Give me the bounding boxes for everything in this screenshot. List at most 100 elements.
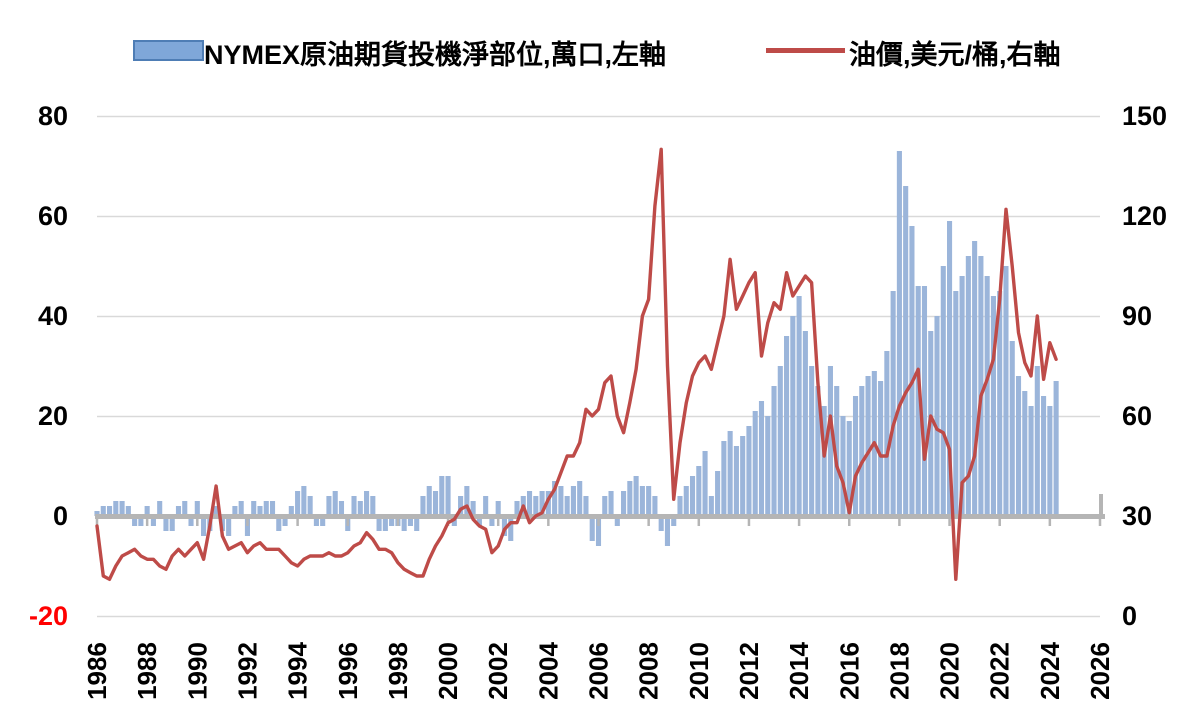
bar [276, 516, 282, 531]
legend-bar-swatch [133, 40, 204, 61]
bar [389, 516, 395, 526]
bar [583, 496, 589, 516]
bar [1022, 391, 1028, 516]
bar [765, 416, 771, 516]
bar [182, 501, 188, 516]
bar [282, 516, 288, 526]
bar [890, 291, 896, 516]
bar [852, 396, 859, 516]
bar [633, 476, 639, 516]
bar [382, 516, 388, 531]
bar [884, 351, 890, 516]
x-axis-year-label: 2008 [634, 642, 664, 700]
bar [533, 496, 539, 516]
bar [201, 516, 207, 536]
bar [439, 476, 445, 516]
bar [602, 496, 608, 516]
bar [313, 516, 319, 526]
bar [959, 276, 965, 516]
bar [263, 501, 269, 516]
bar [514, 501, 520, 516]
bar [138, 516, 144, 526]
bar [614, 516, 620, 526]
bar [94, 511, 100, 516]
bar [545, 491, 551, 516]
x-axis-year-label: 2018 [884, 642, 914, 700]
left-axis-tick-label: -20 [29, 601, 68, 631]
bar [671, 516, 677, 526]
bar [809, 366, 815, 516]
x-axis-year-label: 2004 [533, 642, 563, 700]
bar [407, 516, 413, 526]
bar [1047, 406, 1053, 516]
bar [564, 496, 570, 516]
bar [364, 491, 370, 516]
bar [257, 506, 263, 516]
bar [144, 506, 150, 516]
bar [338, 501, 345, 516]
bar [921, 286, 928, 516]
bar [269, 501, 276, 516]
bar [526, 491, 533, 516]
bar [965, 256, 971, 516]
bar [1028, 406, 1034, 516]
bar [539, 491, 545, 516]
bar [677, 496, 683, 516]
bar [934, 316, 940, 516]
bar [232, 506, 238, 516]
bar [125, 506, 131, 516]
bar [213, 506, 219, 516]
x-axis-year-label: 2016 [834, 642, 864, 700]
right-axis-tick-label: 0 [1122, 601, 1137, 631]
left-axis-tick-label: 0 [53, 501, 68, 531]
bar [796, 296, 802, 516]
x-axis-year-label: 2000 [433, 642, 463, 700]
bar [113, 501, 119, 516]
right-axis-tick-label: 120 [1122, 201, 1167, 231]
bar [351, 496, 357, 516]
bar [903, 186, 909, 516]
bar [106, 506, 113, 516]
bar [589, 516, 595, 541]
bar [896, 151, 902, 516]
oil-price-line [95, 147, 1058, 581]
bar [163, 516, 169, 531]
bar [865, 376, 871, 516]
x-axis-year-label: 2006 [584, 642, 614, 700]
bar [1015, 376, 1022, 516]
x-axis-year-label: 2020 [935, 642, 965, 700]
left-axis-tick-label: 60 [38, 201, 68, 231]
bar [909, 226, 915, 516]
bar [984, 276, 990, 516]
bar [552, 481, 558, 516]
bar [683, 486, 689, 516]
right-axis-tick-label: 30 [1122, 501, 1152, 531]
bar [715, 471, 721, 516]
x-axis-year-label: 1992 [232, 642, 262, 700]
bar [595, 516, 602, 546]
right-axis-tick-label: 60 [1122, 401, 1152, 431]
bar [771, 386, 777, 516]
bar [1009, 341, 1015, 516]
bar [132, 516, 138, 526]
x-axis-year-label: 2002 [483, 642, 513, 700]
bar [1041, 396, 1047, 516]
left-axis-tick-label: 20 [38, 401, 68, 431]
bar [470, 501, 476, 516]
bar [326, 496, 332, 516]
bar [777, 366, 783, 516]
bar [251, 501, 257, 516]
bar [953, 291, 959, 516]
bar [295, 491, 301, 516]
right-axis-tick-label: 150 [1122, 101, 1167, 131]
bar [401, 516, 407, 531]
bar [426, 486, 432, 516]
bar [188, 516, 194, 526]
bar [802, 331, 808, 516]
bar [646, 486, 652, 516]
left-axis-tick-label: 40 [38, 301, 68, 331]
bar [376, 516, 382, 531]
bar [1034, 366, 1040, 516]
bar [508, 516, 514, 541]
